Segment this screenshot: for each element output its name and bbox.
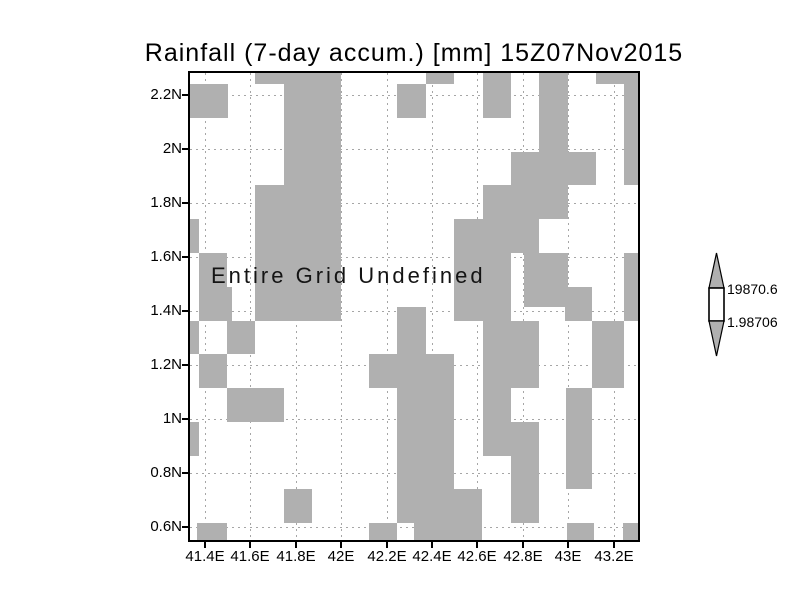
x-axis-tick-label: 42E (327, 548, 355, 565)
undefined-cell (227, 388, 284, 422)
x-axis-tick-label: 42.2E (367, 548, 407, 565)
colorbar (708, 252, 725, 357)
y-axis-tick (182, 148, 189, 150)
undefined-cell (190, 84, 228, 118)
y-axis-tick-label: 1.2N (150, 356, 182, 373)
undefined-cell (190, 321, 199, 354)
undefined-cell (199, 253, 227, 287)
colorbar-down-arrow-icon (708, 320, 725, 357)
undefined-cell (454, 489, 482, 540)
x-axis-tick-label: 41.4E (185, 548, 225, 565)
undefined-cell (511, 422, 539, 523)
undefined-cell (199, 354, 227, 388)
undefined-cell (284, 489, 312, 523)
undefined-cell (511, 152, 596, 185)
undefined-cell (397, 307, 426, 354)
undefined-cell (397, 354, 414, 523)
colorbar-up-arrow-icon (708, 252, 725, 289)
undefined-cell (454, 219, 483, 253)
plot-title: Rainfall (7-day accum.) [mm] 15Z07Nov201… (144, 39, 684, 67)
undefined-cell (426, 73, 454, 84)
h-gridline (190, 257, 638, 258)
undefined-cell (190, 422, 199, 456)
y-axis-tick (182, 364, 189, 366)
x-axis-tick-label: 43.2E (594, 548, 634, 565)
x-axis-tick (567, 541, 569, 548)
x-axis-tick-label: 41.8E (276, 548, 316, 565)
y-axis-tick-label: 1.6N (150, 248, 182, 265)
x-axis-tick (522, 541, 524, 548)
y-axis-tick (182, 202, 189, 204)
undefined-cell (623, 523, 638, 540)
x-axis-tick-label: 42.8E (503, 548, 543, 565)
v-gridline (341, 73, 342, 540)
undefined-cell (624, 73, 638, 185)
v-gridline (387, 73, 388, 540)
y-axis-tick (182, 256, 189, 258)
undefined-cell (567, 523, 594, 540)
grid-undefined-annotation: Entire Grid Undefined (211, 263, 486, 288)
y-axis-tick (182, 472, 189, 474)
x-axis-tick (340, 541, 342, 548)
v-gridline (250, 73, 251, 540)
undefined-cell (454, 253, 511, 321)
x-axis-tick-label: 42.4E (412, 548, 452, 565)
undefined-cell (369, 523, 397, 540)
colorbar-min-label: 1.98706 (727, 314, 778, 330)
x-axis-tick (476, 541, 478, 548)
undefined-cell (566, 388, 592, 489)
undefined-cell (227, 321, 255, 354)
x-axis-tick (386, 541, 388, 548)
undefined-cell (284, 73, 341, 185)
undefined-cell (565, 287, 592, 321)
undefined-cell (190, 219, 199, 253)
colorbar-box (708, 287, 725, 322)
v-gridline (432, 73, 433, 540)
h-gridline (190, 149, 638, 150)
undefined-cell (255, 185, 341, 321)
undefined-cell (483, 73, 511, 118)
x-axis-tick (431, 541, 433, 548)
undefined-cell (539, 73, 568, 219)
undefined-cell (483, 321, 539, 388)
x-axis-tick-label: 42.6E (457, 548, 497, 565)
y-axis-tick (182, 94, 189, 96)
map-plot-area: Entire Grid Undefined (190, 73, 638, 540)
y-axis-tick-label: 1.8N (150, 194, 182, 211)
x-axis-tick-label: 41.6E (230, 548, 270, 565)
y-axis-tick (182, 310, 189, 312)
y-axis-tick (182, 526, 189, 528)
undefined-cell (397, 84, 426, 118)
undefined-cell (592, 321, 624, 388)
y-axis-tick (182, 418, 189, 420)
undefined-cell (199, 287, 232, 321)
x-axis-tick-label: 43E (554, 548, 582, 565)
y-axis-tick-label: 1N (162, 410, 182, 427)
v-gridline (523, 73, 524, 540)
colorbar-max-label: 19870.6 (727, 281, 778, 297)
undefined-cell (414, 354, 454, 540)
undefined-cell (596, 73, 624, 84)
y-axis-tick-label: 0.6N (150, 518, 182, 535)
y-axis-tick-label: 0.8N (150, 464, 182, 481)
x-axis-tick (613, 541, 615, 548)
undefined-cell (197, 523, 227, 540)
undefined-cell (624, 253, 638, 321)
v-gridline (614, 73, 615, 540)
y-axis-tick-label: 2.2N (150, 86, 182, 103)
undefined-cell (483, 388, 511, 456)
h-gridline (190, 203, 638, 204)
undefined-cell (511, 185, 539, 253)
x-axis-tick (295, 541, 297, 548)
undefined-cell (524, 253, 568, 307)
x-axis-tick (204, 541, 206, 548)
y-axis-tick-label: 1.4N (150, 302, 182, 319)
y-axis-tick-label: 2N (162, 140, 182, 157)
undefined-cell (369, 354, 397, 388)
x-axis-tick (249, 541, 251, 548)
